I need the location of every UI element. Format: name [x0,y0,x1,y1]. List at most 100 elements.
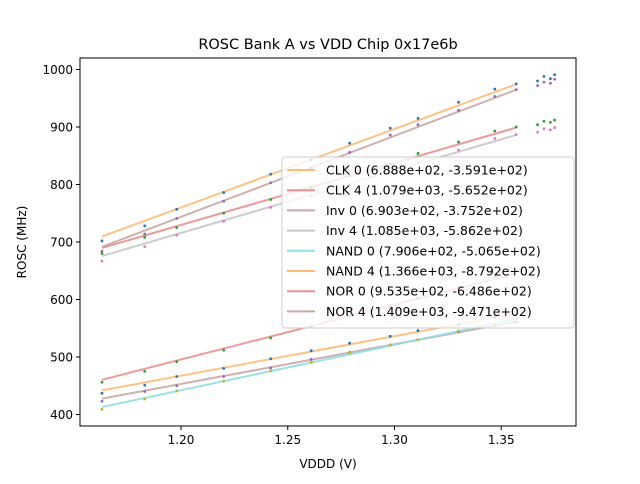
data-point [100,259,104,263]
data-point [548,77,552,81]
data-point [143,224,147,228]
data-point [416,152,420,155]
y-axis-label: ROSC (MHz) [15,206,29,279]
data-point [222,219,226,223]
data-point [143,232,147,236]
data-point [388,126,392,130]
data-point [457,148,460,152]
data-point [175,226,179,230]
data-point [143,369,147,373]
y-tick-label: 600 [50,293,73,307]
data-point [388,334,392,338]
data-point [457,329,460,333]
data-point [514,133,518,136]
y-tick-label: 800 [50,178,73,192]
data-point [348,141,352,145]
data-point [553,126,557,129]
y-tick-label: 900 [50,121,73,135]
data-point [100,252,104,255]
data-point [416,123,420,127]
fit-line-inv-0 [101,320,517,400]
x-tick-label: 1.30 [381,433,408,447]
legend-entry: NOR 4 (1.409e+03, -9.471e+02) [326,304,532,319]
data-point [309,357,313,361]
fit-line-nand-0 [101,317,517,409]
chart-title: ROSC Bank A vs VDD Chip 0x17e6b [198,37,457,53]
data-point [269,198,273,201]
data-point [175,233,179,237]
x-axis: 1.20 1.25 1.30 1.35 [168,426,515,447]
y-axis: 400 500 600 700 800 900 1000 [42,63,80,422]
data-point [542,127,546,131]
data-point [269,172,273,176]
data-point [542,80,546,84]
data-point [416,338,420,342]
x-tick-label: 1.20 [168,433,195,447]
data-point [548,128,552,132]
data-point [493,137,497,140]
data-point [143,245,147,249]
data-point [100,399,104,403]
y-tick-label: 1000 [42,63,73,77]
data-point [309,349,313,353]
data-point [143,383,147,387]
data-point [100,380,104,384]
x-axis-label: VDDD (V) [299,457,356,471]
data-point [493,129,497,133]
legend-entry: NOR 0 (9.535e+02, -6.486e+02) [326,284,532,299]
data-point [269,206,273,209]
legend-entry: CLK 4 (1.079e+03, -5.652e+02) [326,183,528,198]
legend-entry: NAND 4 (1.366e+03, -8.792e+02) [326,264,541,279]
data-point [548,121,552,124]
legend-entry: Inv 4 (1.085e+03, -5.862e+02) [326,223,523,238]
data-point [348,150,352,154]
data-point [175,384,179,388]
y-tick-label: 400 [50,408,73,422]
data-point [143,390,147,393]
legend-entry: CLK 0 (6.888e+02, -3.591e+02) [326,163,528,178]
data-point [175,217,179,220]
data-point [514,88,518,92]
y-tick-label: 500 [50,351,73,365]
data-point [542,119,546,123]
data-point [553,77,557,81]
y-tick-label: 700 [50,236,73,250]
data-point [536,123,539,127]
data-point [222,191,226,194]
data-point [457,108,460,112]
data-point [416,329,420,332]
data-point [269,336,273,340]
data-point [348,341,352,345]
x-tick-label: 1.35 [488,433,515,447]
data-point [457,140,460,144]
x-tick-label: 1.25 [274,433,301,447]
data-point [222,199,226,203]
data-point [536,130,539,134]
data-point [100,239,104,243]
data-point [514,82,518,86]
data-point [416,116,420,120]
data-point [100,407,104,411]
legend-entry: NAND 0 (7.906e+02, -5.065e+02) [326,243,541,258]
data-point [222,348,226,352]
data-point [388,133,392,137]
data-point [269,369,273,373]
data-point [309,360,313,364]
data-point [222,211,226,215]
data-point [514,125,518,129]
data-point [348,351,352,355]
data-point [457,100,460,104]
data-point [553,118,557,122]
data-point [542,75,546,78]
data-point [222,379,226,383]
data-point [548,81,552,85]
data-point [100,391,104,395]
data-point [175,389,179,393]
legend-entry: Inv 0 (6.903e+02, -3.752e+02) [326,203,523,218]
data-point [553,73,557,77]
data-point [493,95,497,98]
legend: CLK 0 (6.888e+02, -3.591e+02) CLK 4 (1.07… [281,156,575,329]
data-point [100,249,104,253]
data-point [269,181,273,185]
